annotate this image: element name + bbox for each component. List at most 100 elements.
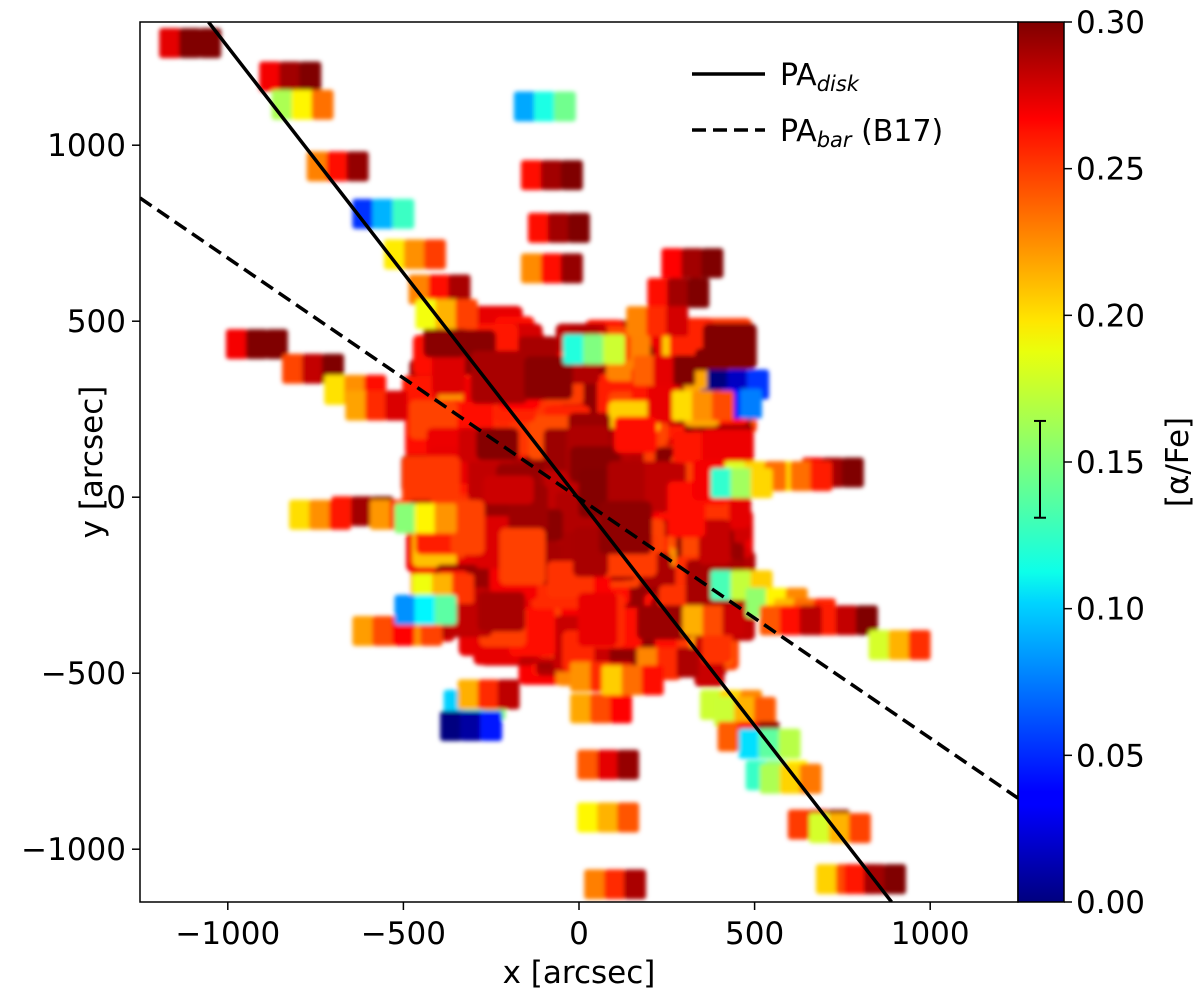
tile-segment (434, 503, 457, 534)
pointing-tile (710, 468, 773, 499)
tile-segment (570, 661, 593, 692)
pointing-tile (682, 605, 745, 636)
pointing-tile (513, 91, 576, 122)
tile-segment (394, 503, 417, 534)
tile-segment (844, 864, 867, 895)
central-tile (461, 401, 494, 435)
pointing-tile (259, 61, 322, 92)
y-tick-label: 500 (67, 304, 126, 340)
tile-segment (888, 630, 911, 661)
pointing-tile (570, 693, 633, 724)
tile-segment (497, 679, 520, 710)
colorbar: 0.00 0.05 0.10 0.15 0.20 0.25 0.30 (1017, 5, 1145, 921)
tile-segment (403, 239, 426, 270)
tile-segment (351, 496, 374, 527)
y-axis: −1000 −500 0 500 1000 (21, 128, 140, 868)
tile-segment (673, 355, 696, 386)
tile-segment (603, 334, 626, 365)
tile-segment (289, 499, 312, 530)
x-tick-label: −500 (361, 916, 446, 952)
tile-segment (324, 374, 347, 405)
tile-segment (597, 802, 620, 833)
pointing-tile (394, 594, 457, 625)
tile-segment (641, 665, 664, 696)
central-tile (599, 500, 652, 555)
tile-segment (626, 306, 649, 337)
tile-segment (513, 91, 536, 122)
tile-segment (633, 355, 656, 386)
central-tile (483, 475, 535, 505)
tile-segment (676, 647, 699, 678)
tile-segment (617, 802, 640, 833)
pointing-tile (671, 390, 734, 421)
pointing-tile (440, 711, 503, 741)
tile-segment (383, 239, 406, 270)
tile-segment (540, 253, 563, 284)
tile-segment (560, 160, 583, 191)
tile-segment (435, 299, 458, 330)
tile-segment (567, 212, 590, 243)
tile-segment (848, 813, 871, 844)
tile-segment (661, 248, 684, 279)
tile-segment (799, 763, 822, 794)
tile-segment (279, 61, 302, 92)
central-tile (524, 356, 573, 400)
pointing-tile (394, 503, 457, 534)
tile-segment (710, 468, 733, 499)
central-tile (423, 325, 466, 358)
tile-segment (597, 749, 620, 780)
tile-segment (423, 239, 446, 270)
colorbar-tick-label: 0.05 (1076, 738, 1145, 774)
tile-segment (159, 28, 182, 59)
y-axis-label: y [arcsec] (74, 386, 110, 539)
pointing-tile (647, 278, 710, 309)
tile-segment (750, 468, 773, 499)
x-tick-label: 1000 (891, 916, 970, 952)
tile-segment (666, 306, 689, 337)
pointing-tile (661, 248, 724, 279)
colorbar-tick-label: 0.30 (1076, 5, 1145, 41)
tile-segment (311, 89, 334, 120)
y-tick-label: −1000 (21, 832, 126, 868)
pa-disk-line (207, 22, 893, 902)
central-tile (613, 416, 658, 454)
tile-segment (563, 334, 586, 365)
tile-segment (759, 763, 782, 794)
tile-segment (560, 253, 583, 284)
tile-segment (302, 353, 325, 384)
tile-segment (754, 696, 777, 727)
colorbar-tick-label: 0.10 (1076, 592, 1145, 628)
tile-segment (808, 813, 831, 844)
pointing-tile (408, 274, 471, 305)
tile-segment (855, 605, 878, 636)
pointing-tile (225, 329, 288, 360)
tile-segment (428, 274, 451, 305)
pointing-tile (306, 151, 369, 182)
central-tile (470, 350, 528, 404)
tile-segment (722, 605, 745, 636)
tile-segment (527, 212, 550, 243)
pointing-tile (808, 813, 871, 844)
y-tick-label: 1000 (47, 128, 126, 164)
tile-segment (740, 388, 763, 419)
legend: PAdisk PAbar (B17) (692, 58, 943, 152)
tile-segment (702, 605, 725, 636)
pointing-tile (868, 630, 931, 661)
tile-segment (372, 615, 395, 646)
tile-segment (711, 390, 734, 421)
tile-segment (687, 278, 710, 309)
tile-segment (584, 869, 607, 900)
tile-segment (299, 61, 322, 92)
tile-segment (671, 390, 694, 421)
tile-segment (480, 711, 503, 741)
pointing-tile (282, 353, 345, 384)
pointing-tile (415, 299, 478, 330)
pointing-tile (159, 28, 222, 59)
plot-area (139, 21, 1019, 903)
pointing-tile (520, 160, 583, 191)
colorbar-tick-label: 0.20 (1076, 298, 1145, 334)
colorbar-errorbar (1034, 419, 1046, 519)
tile-segment (540, 160, 563, 191)
data-points (159, 28, 931, 900)
